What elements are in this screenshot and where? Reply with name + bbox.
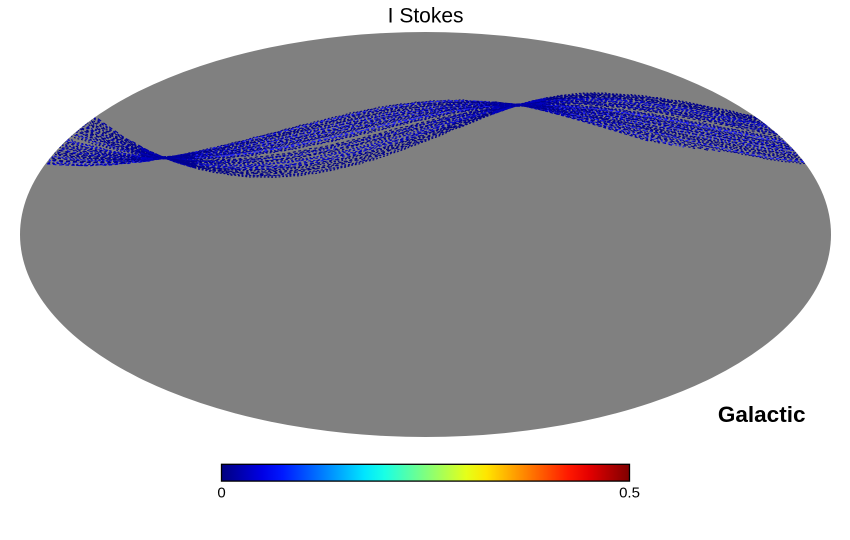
svg-text:I Stokes: I Stokes — [388, 5, 464, 28]
svg-text:0: 0 — [217, 484, 225, 501]
svg-text:0.5: 0.5 — [619, 484, 640, 501]
svg-text:Galactic: Galactic — [718, 402, 806, 427]
